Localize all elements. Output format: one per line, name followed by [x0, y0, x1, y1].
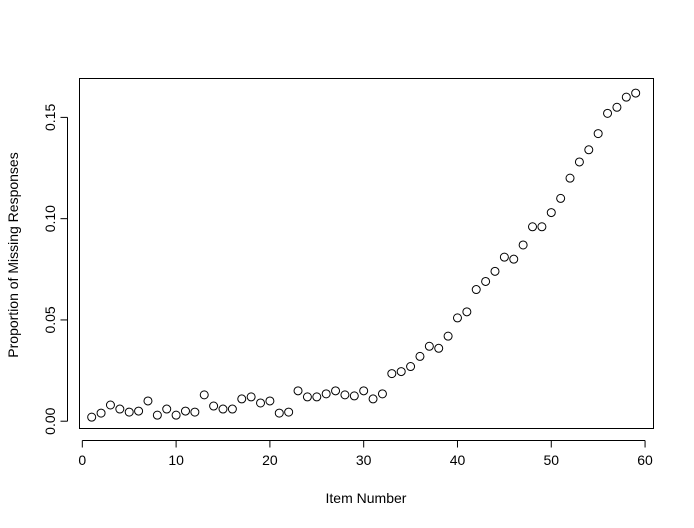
data-point — [584, 145, 594, 155]
data-point — [612, 102, 622, 112]
data-point — [171, 410, 181, 420]
data-point — [396, 367, 406, 377]
y-tick-label: 0.05 — [42, 306, 58, 333]
data-point — [490, 266, 500, 276]
data-point — [443, 331, 453, 341]
data-points — [87, 88, 641, 422]
data-point — [424, 341, 434, 351]
y-axis: 0.00 0.05 0.10 0.15 — [42, 104, 68, 435]
data-point — [406, 362, 416, 372]
y-tick-label: 0.15 — [42, 104, 58, 131]
x-tick-label: 20 — [262, 452, 278, 468]
y-tick-label: 0.00 — [42, 407, 58, 434]
data-point — [574, 157, 584, 167]
data-point — [302, 392, 312, 402]
data-point — [368, 394, 378, 404]
x-tick-label: 50 — [543, 452, 559, 468]
y-tick-label: 0.10 — [42, 205, 58, 232]
data-point — [359, 386, 369, 396]
data-point — [499, 252, 509, 262]
data-point — [452, 313, 462, 323]
x-tick-label: 40 — [450, 452, 466, 468]
data-point — [593, 129, 603, 139]
data-point — [284, 407, 294, 417]
data-point — [631, 88, 641, 98]
data-point — [180, 406, 190, 416]
y-axis-label: Proportion of Missing Responses — [5, 152, 21, 357]
data-point — [331, 386, 341, 396]
data-point — [340, 390, 350, 400]
data-point — [387, 369, 397, 379]
data-point — [115, 404, 125, 414]
data-point — [265, 396, 275, 406]
x-tick-label: 10 — [168, 452, 184, 468]
data-point — [87, 412, 97, 422]
x-tick-label: 0 — [78, 452, 86, 468]
x-tick-label: 60 — [637, 452, 653, 468]
data-point — [537, 222, 547, 232]
data-point — [377, 389, 387, 399]
data-point — [462, 307, 472, 317]
data-point — [565, 173, 575, 183]
data-point — [152, 410, 162, 420]
data-point — [256, 398, 266, 408]
data-point — [603, 108, 613, 118]
data-point — [190, 407, 200, 417]
data-point — [546, 208, 556, 218]
data-point — [434, 343, 444, 353]
data-point — [162, 404, 172, 414]
data-point — [471, 285, 481, 295]
data-point — [237, 394, 247, 404]
data-point — [509, 254, 519, 264]
data-point — [124, 407, 134, 417]
data-point — [246, 392, 256, 402]
data-point — [415, 351, 425, 361]
data-point — [312, 392, 322, 402]
data-point — [143, 396, 153, 406]
data-point — [528, 222, 538, 232]
data-point — [321, 389, 331, 399]
data-point — [218, 404, 228, 414]
data-point — [105, 400, 115, 410]
data-point — [349, 391, 359, 401]
data-point — [274, 408, 284, 418]
data-point — [199, 390, 209, 400]
data-point — [209, 401, 219, 411]
x-axis: 0 10 20 30 40 50 60 — [78, 440, 653, 468]
data-point — [481, 276, 491, 286]
data-point — [227, 404, 237, 414]
data-point — [134, 406, 144, 416]
x-tick-label: 30 — [356, 452, 372, 468]
data-point — [556, 193, 566, 203]
x-axis-label: Item Number — [326, 490, 407, 506]
data-point — [293, 386, 303, 396]
data-point — [621, 92, 631, 102]
data-point — [518, 240, 528, 250]
data-point — [96, 408, 106, 418]
plot-frame — [79, 78, 654, 429]
